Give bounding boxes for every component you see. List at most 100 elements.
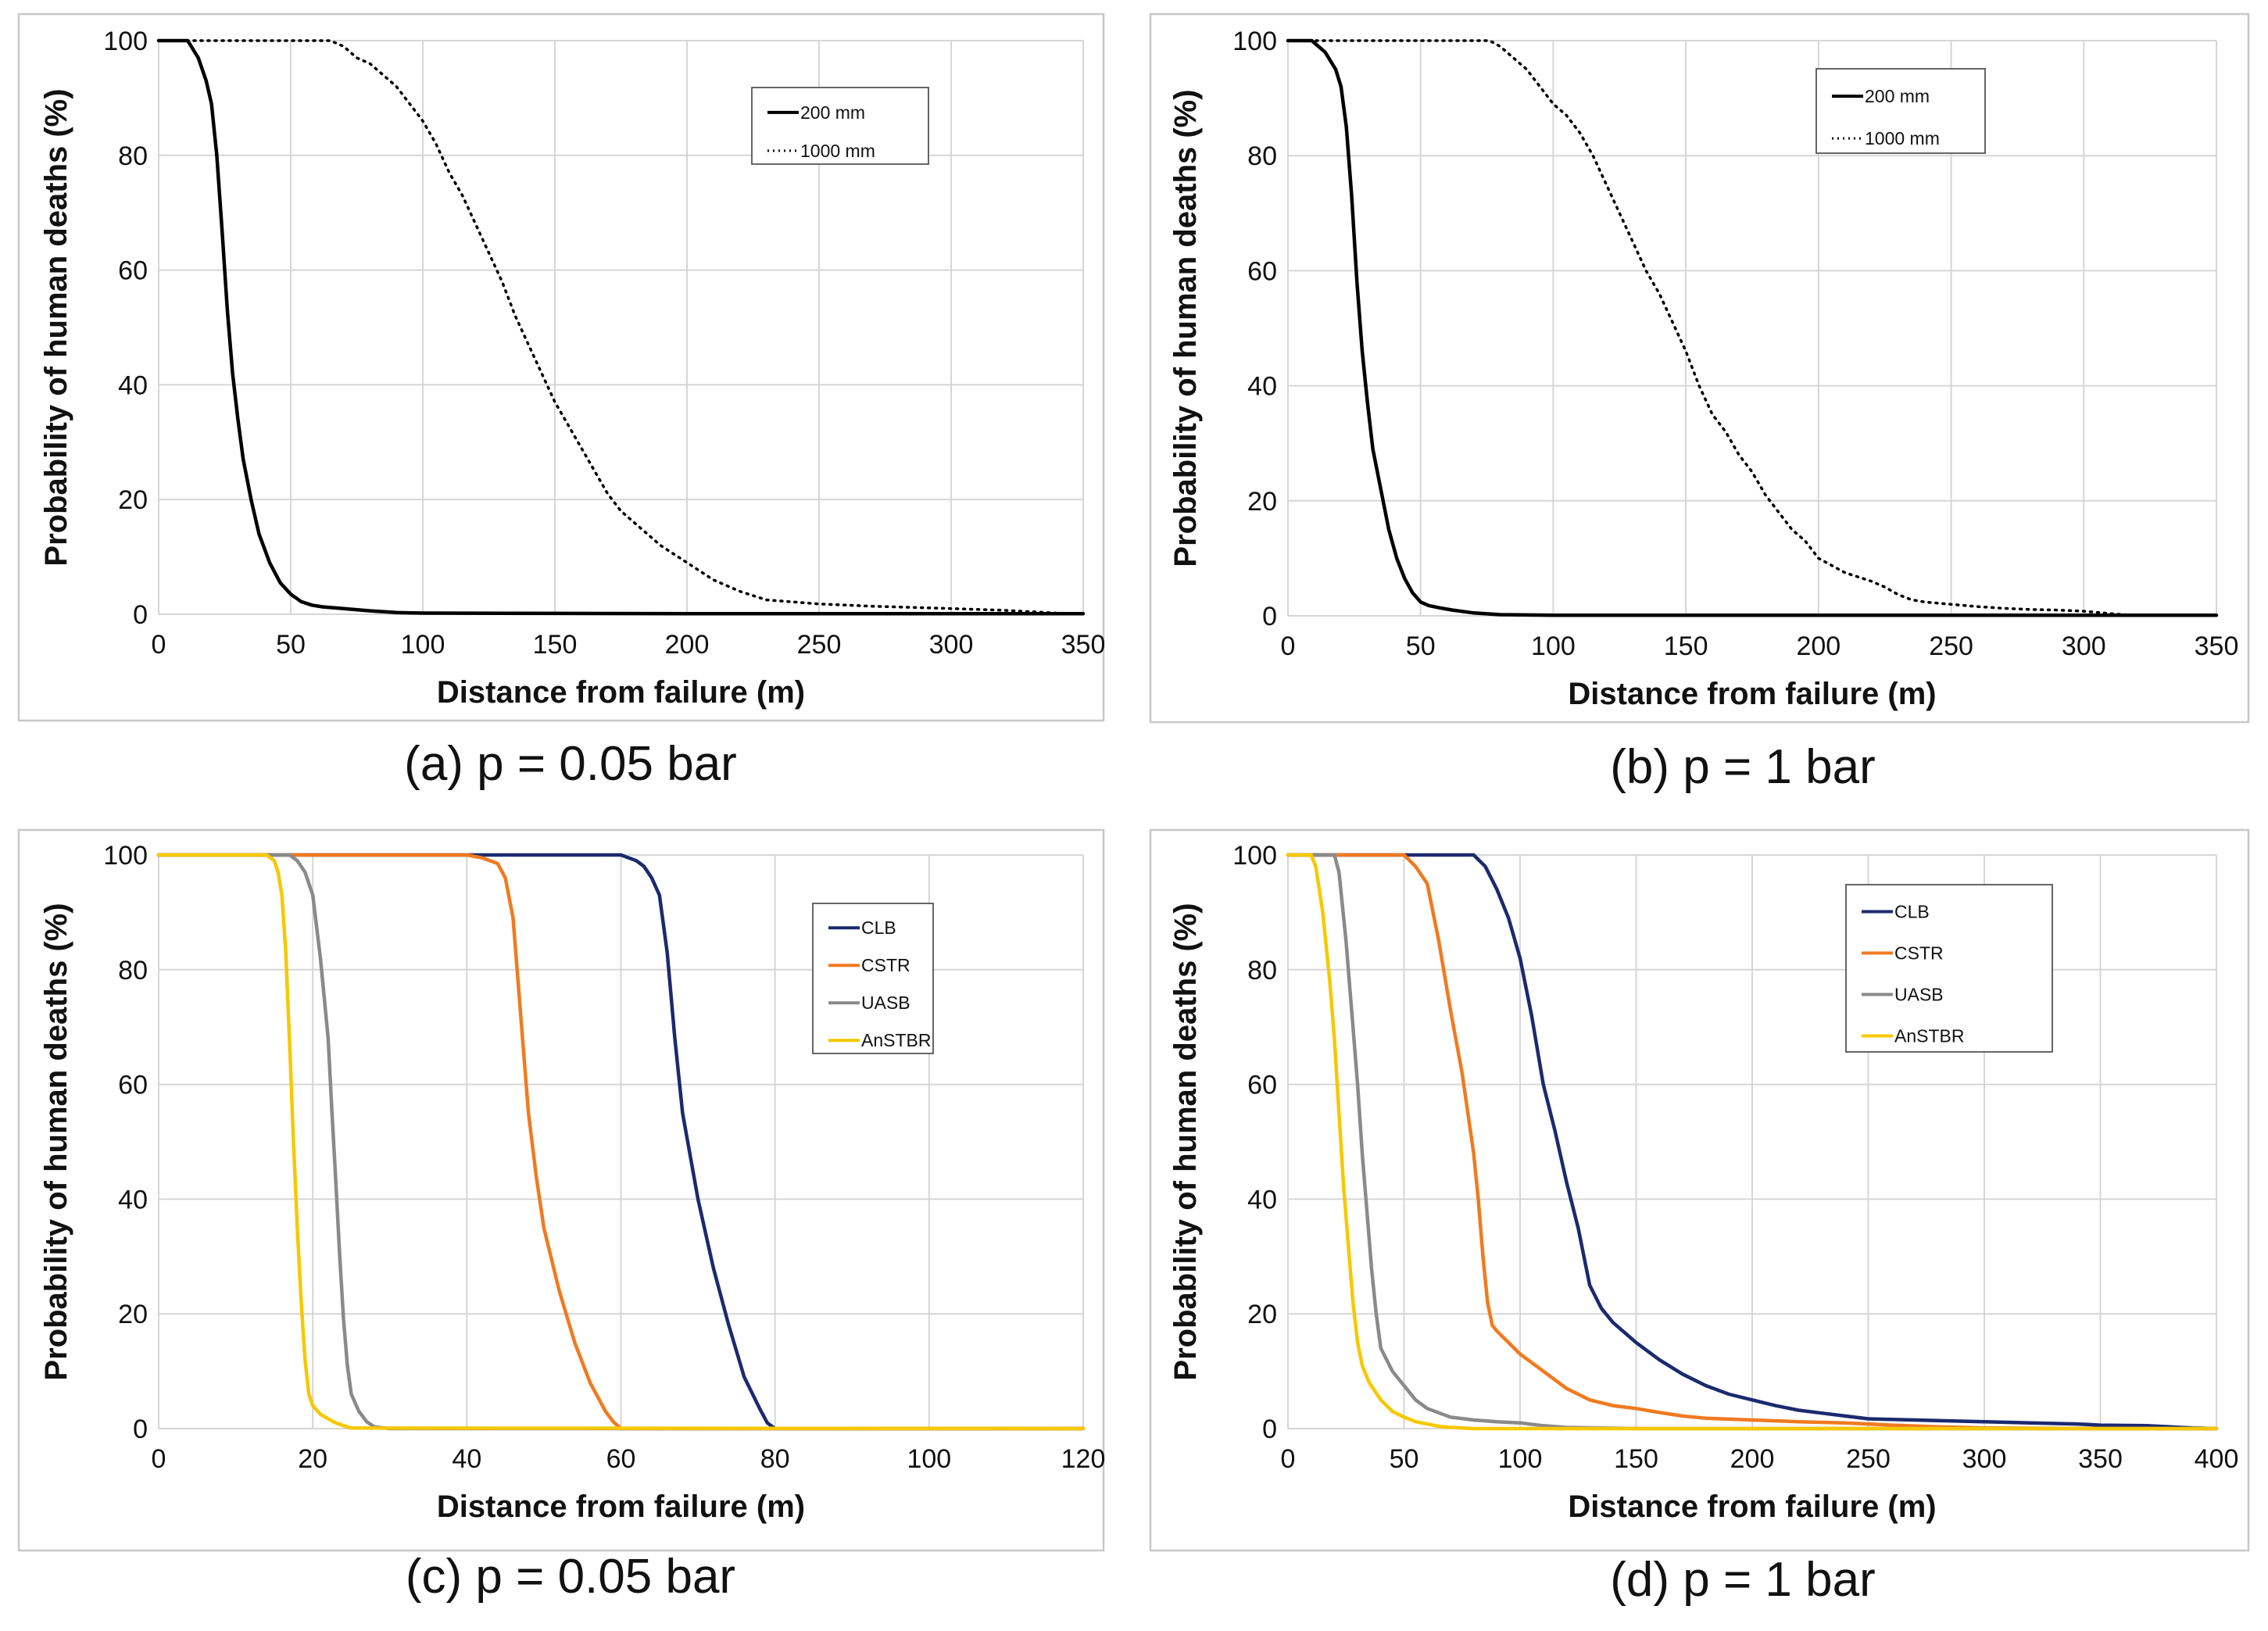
series-line-clb xyxy=(1286,853,2219,1431)
y-tick-label: 100 xyxy=(1232,841,1277,871)
y-tick-label: 20 xyxy=(118,485,148,515)
x-axis-label: Distance from failure (m) xyxy=(437,675,805,710)
y-axis-label: Probability of human deaths (%) xyxy=(1168,89,1203,567)
x-axis-label: Distance from failure (m) xyxy=(1568,677,1936,711)
x-tick-label: 100 xyxy=(1498,1444,1543,1474)
x-tick-label: 250 xyxy=(1929,631,1973,661)
chart-legend: CLB CSTR UASB AnSTBR xyxy=(1845,884,2053,1053)
x-tick-label: 150 xyxy=(1614,1444,1658,1474)
x-tick-label: 60 xyxy=(606,1444,636,1474)
legend-label: 200 mm xyxy=(1865,86,1930,106)
x-tick-label: 40 xyxy=(452,1444,481,1474)
x-tick-label: 300 xyxy=(2062,631,2106,661)
chart-caption: (d) p = 1 bar xyxy=(1610,1553,1875,1607)
chart-legend: 200 mm 1000 mm xyxy=(751,87,929,165)
series-line-cstr xyxy=(1286,853,2219,1431)
legend-label: UASB xyxy=(861,993,910,1013)
y-tick-label: 60 xyxy=(118,256,148,286)
legend-label: CSTR xyxy=(1894,942,1944,963)
x-axis-label: Distance from failure (m) xyxy=(1568,1490,1936,1524)
legend-label: 200 mm xyxy=(800,102,865,123)
y-tick-label: 80 xyxy=(1247,141,1277,171)
y-tick-label: 60 xyxy=(118,1071,148,1100)
y-tick-label: 20 xyxy=(118,1300,148,1329)
x-tick-label: 80 xyxy=(760,1444,790,1474)
x-tick-label: 100 xyxy=(907,1444,951,1474)
y-tick-label: 0 xyxy=(133,600,148,630)
chart-panel-1: 0 20 40 60 80 100 0 50 100 150 200 250 300 350 Distanc… xyxy=(17,13,1106,791)
y-tick-label: 100 xyxy=(103,841,148,871)
legend-label: 1000 mm xyxy=(800,141,875,161)
chart-caption: (a) p = 0.05 bar xyxy=(404,737,737,791)
series-line-uasb xyxy=(1286,853,2219,1431)
x-tick-label: 250 xyxy=(797,630,842,660)
x-tick-label: 250 xyxy=(1846,1444,1891,1474)
legend-label: UASB xyxy=(1894,984,1944,1004)
x-tick-label: 50 xyxy=(1390,1444,1419,1474)
x-tick-label: 100 xyxy=(1531,631,1576,661)
y-axis-label: Probability of human deaths (%) xyxy=(1168,903,1203,1380)
series-line-anstbr xyxy=(156,853,1086,1431)
y-tick-label: 20 xyxy=(1247,487,1277,517)
legend-label: AnSTBR xyxy=(861,1030,931,1050)
x-axis-label: Distance from failure (m) xyxy=(437,1490,805,1524)
x-tick-label: 120 xyxy=(1061,1444,1106,1474)
chart-caption: (b) p = 1 bar xyxy=(1610,740,1875,794)
y-tick-label: 60 xyxy=(1247,256,1277,286)
chart-caption: (c) p = 0.05 bar xyxy=(406,1550,735,1604)
y-tick-label: 40 xyxy=(1247,1185,1277,1214)
x-tick-label: 100 xyxy=(401,630,445,660)
series-line-1000-mm xyxy=(157,39,1085,616)
legend-label: CLB xyxy=(861,917,896,938)
series-line-uasb xyxy=(156,853,1086,1431)
y-tick-label: 40 xyxy=(1247,372,1277,402)
y-tick-label: 0 xyxy=(133,1415,148,1444)
x-tick-label: 350 xyxy=(1061,630,1106,660)
chart-panel-4: 0 20 40 60 80 100 0 50 100 150 200 250 300 350 400 Dist… xyxy=(1149,828,2250,1607)
legend-box xyxy=(751,87,929,165)
y-tick-label: 40 xyxy=(118,1185,148,1214)
y-tick-label: 80 xyxy=(118,956,148,985)
chart-frame xyxy=(17,828,1105,1552)
x-tick-label: 300 xyxy=(929,630,974,660)
x-tick-label: 0 xyxy=(152,630,166,660)
y-axis-label: Probability of human deaths (%) xyxy=(39,88,73,566)
y-tick-label: 40 xyxy=(118,370,148,400)
chart-frame xyxy=(1149,828,2250,1552)
legend-label: CSTR xyxy=(861,955,910,975)
x-tick-label: 150 xyxy=(1664,631,1708,661)
series-line-200-mm xyxy=(1286,38,2219,617)
series-line-cstr xyxy=(156,853,1086,1431)
x-tick-label: 150 xyxy=(533,630,578,660)
chart-frame xyxy=(1149,13,2250,724)
series-line-anstbr xyxy=(1286,853,2219,1431)
x-tick-label: 350 xyxy=(2195,631,2239,661)
x-tick-label: 0 xyxy=(1281,1444,1296,1474)
legend-label: CLB xyxy=(1894,901,1930,921)
x-tick-label: 50 xyxy=(1406,631,1436,661)
series-line-1000-mm xyxy=(1286,39,2218,617)
x-tick-label: 0 xyxy=(1281,631,1296,661)
x-tick-label: 300 xyxy=(1962,1444,2007,1474)
y-tick-label: 60 xyxy=(1247,1071,1277,1100)
x-tick-label: 0 xyxy=(152,1444,166,1474)
x-tick-label: 200 xyxy=(1730,1444,1775,1474)
y-tick-label: 0 xyxy=(1262,602,1277,631)
x-tick-label: 50 xyxy=(276,630,306,660)
chart-panel-3: 0 20 40 60 80 100 0 20 40 60 80 100 120 Distance from… xyxy=(17,828,1106,1604)
chart-panel-2: 0 20 40 60 80 100 0 50 100 150 200 250 300 350 Distanc… xyxy=(1149,13,2250,794)
series-line-clb xyxy=(156,853,1086,1431)
x-tick-label: 400 xyxy=(2195,1444,2239,1474)
x-tick-label: 20 xyxy=(298,1444,327,1474)
y-tick-label: 0 xyxy=(1262,1415,1277,1444)
y-tick-label: 100 xyxy=(103,27,148,56)
chart-legend: 200 mm 1000 mm xyxy=(1815,68,1986,154)
y-axis-label: Probability of human deaths (%) xyxy=(39,903,73,1380)
x-tick-label: 200 xyxy=(665,630,710,660)
chart-legend: CLB CSTR UASB AnSTBR xyxy=(812,903,934,1054)
y-tick-label: 80 xyxy=(1247,956,1277,985)
legend-label: 1000 mm xyxy=(1865,128,1940,148)
y-tick-label: 100 xyxy=(1232,27,1277,56)
x-tick-label: 350 xyxy=(2078,1444,2123,1474)
